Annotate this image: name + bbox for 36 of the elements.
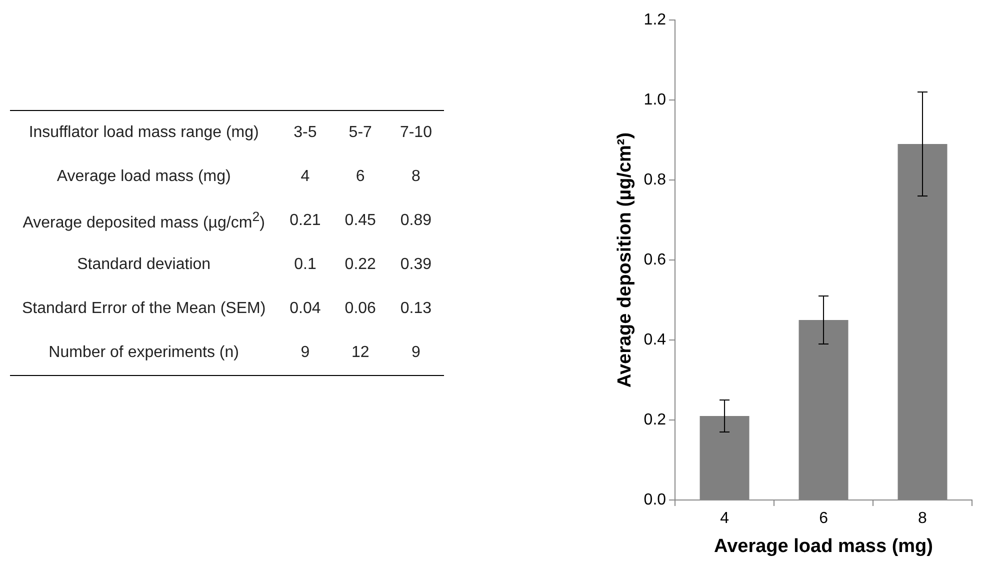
- y-tick-label: 1.2: [644, 11, 666, 28]
- text: 6: [356, 168, 365, 185]
- x-axis-title: Average load mass (mg): [714, 536, 933, 557]
- text: 0.22: [344, 256, 376, 273]
- text: 7-10: [400, 124, 432, 141]
- text: 0.39: [400, 256, 432, 273]
- y-tick-label: 0.8: [644, 171, 666, 188]
- text: 9: [300, 344, 310, 361]
- category-label: Average load mass (mg): [56, 168, 231, 185]
- category-label: Standard deviation: [77, 256, 211, 273]
- text: 9: [412, 344, 420, 361]
- category-label: Number of experiments (n): [48, 344, 239, 361]
- y-tick-label: 0.6: [644, 251, 666, 268]
- text: 0.13: [400, 300, 432, 317]
- y-tick-label: 0.4: [644, 331, 666, 348]
- category-label: Average deposited mass (µg/cm$^{2}$): [22, 209, 265, 232]
- x-tick-label: 4: [720, 510, 730, 528]
- y-tick-label: 0.2: [644, 411, 666, 428]
- category-label: Standard Error of the Mean (SEM): [22, 300, 266, 317]
- text: 8: [412, 168, 420, 185]
- text: 0.89: [400, 212, 432, 229]
- text: 3-5: [294, 124, 317, 141]
- text: 0.04: [290, 300, 321, 317]
- y-axis-title: Average deposition (µg/cm²): [614, 132, 636, 388]
- y-tick-label: 0.0: [644, 491, 666, 508]
- y-tick-label: 1.0: [644, 91, 666, 108]
- x-tick-label: 8: [918, 510, 928, 528]
- text: 5-7: [348, 124, 372, 141]
- text: 4: [300, 168, 310, 185]
- text: 0.45: [344, 212, 376, 229]
- category-label: Insufflator load mass range (mg): [28, 124, 259, 141]
- text: 0.06: [344, 300, 376, 317]
- text: 12: [351, 344, 370, 361]
- text: 0.21: [290, 212, 321, 229]
- x-tick-label: 6: [819, 510, 828, 528]
- text: 0.1: [294, 256, 316, 273]
